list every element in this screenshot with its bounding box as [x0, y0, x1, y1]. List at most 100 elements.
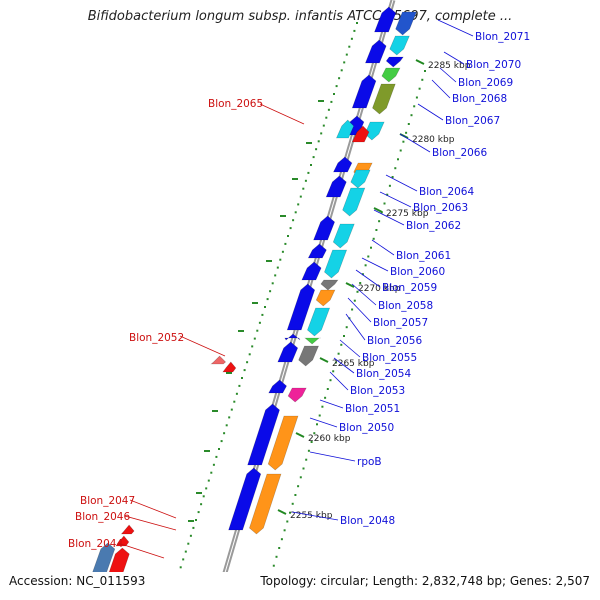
right-gene-label: Blon_2054	[356, 368, 411, 380]
skew-dot	[413, 105, 416, 108]
right-leader-line	[333, 357, 355, 374]
gc-dot	[325, 116, 328, 119]
gc-dot	[210, 471, 213, 474]
right-leader-line	[351, 283, 377, 306]
right-gene-label: Blon_2067	[445, 115, 500, 127]
left-gene-label: Blon_2065	[208, 98, 263, 110]
right-gene-label: Blon_2069	[458, 77, 513, 89]
gc-dot	[279, 258, 282, 261]
skew-dot	[313, 432, 316, 435]
left-leader-line	[179, 335, 226, 357]
gc-dot	[289, 227, 292, 230]
forward-gene	[301, 261, 322, 281]
skew-dot	[291, 502, 294, 505]
gc-dot	[320, 132, 323, 135]
right-leader-line	[355, 269, 381, 288]
gc-dot	[256, 329, 259, 332]
reverse-gene	[249, 473, 282, 535]
tick-mark	[295, 432, 305, 438]
gc-dot	[299, 195, 302, 198]
skew-dot	[326, 388, 329, 390]
right-leader-line	[437, 19, 474, 37]
reverse-gene	[315, 289, 336, 307]
right-gene-label: Blon_2068	[452, 93, 507, 105]
reverse-gene	[342, 187, 366, 217]
tick-label: 2280 kbp	[412, 135, 455, 145]
gc-dot	[287, 235, 289, 237]
gc-dot	[343, 61, 346, 64]
gc-dot	[261, 313, 264, 316]
gc-dash	[280, 215, 286, 217]
right-leader-line	[399, 133, 431, 153]
reverse-gene	[324, 249, 348, 279]
skew-dot	[286, 520, 289, 523]
gc-dash	[196, 492, 202, 494]
skew-dot	[280, 538, 283, 541]
reverse-gene	[304, 337, 321, 345]
forward-gene	[325, 175, 347, 198]
gc-dot	[322, 124, 325, 127]
left-leader-line	[124, 515, 177, 531]
tick-mark	[319, 357, 329, 363]
skew-dot	[316, 423, 318, 426]
gc-dash	[226, 372, 232, 374]
skew-dot	[405, 131, 408, 134]
right-gene-label: Blon_2058	[378, 300, 433, 312]
forward-gene	[228, 467, 262, 531]
right-gene-label: Blon_2061	[396, 250, 451, 262]
gene-layer	[92, 6, 417, 572]
gene-2044-a	[92, 542, 116, 572]
skew-dot	[337, 352, 340, 355]
right-gene-label: Blon_2060	[390, 266, 445, 278]
gc-dash	[292, 178, 298, 180]
skew-dot	[410, 114, 413, 117]
tick-label: 2265 kbp	[332, 359, 375, 369]
gc-dot	[218, 448, 220, 450]
skew-dot	[294, 494, 297, 496]
gene-2052-a	[210, 355, 227, 365]
tick-mark	[277, 509, 287, 515]
left-gene-label: Blon_2046	[75, 511, 130, 523]
gc-dot	[215, 455, 218, 458]
forward-gene	[313, 215, 335, 241]
reverse-gene	[298, 345, 319, 367]
right-leader-line	[385, 174, 418, 192]
gc-dot	[189, 534, 192, 537]
right-gene-label: Blon_2057	[373, 317, 428, 329]
reverse-gene	[350, 169, 371, 189]
skew-dot	[386, 193, 389, 196]
reverse-gene	[395, 11, 417, 36]
skew-dot	[343, 335, 345, 337]
right-leader-line	[417, 103, 444, 121]
skew-dot	[415, 96, 418, 99]
forward-gene	[333, 156, 353, 173]
forward-gene	[284, 333, 301, 341]
right-gene-label: Blon_2062	[406, 220, 461, 232]
gc-dot	[266, 298, 269, 301]
right-leader-line	[309, 417, 338, 428]
gc-dot	[187, 542, 190, 545]
gc-dot	[307, 171, 310, 174]
skew-dot	[375, 229, 378, 231]
skew-dot	[275, 555, 278, 558]
gc-dot	[241, 377, 243, 379]
gc-dot	[238, 384, 241, 387]
left-leader-line	[129, 499, 177, 519]
right-gene-label: Blon_2050	[339, 422, 394, 434]
gc-dot	[345, 53, 348, 56]
right-leader-line	[319, 399, 344, 409]
right-leader-line	[431, 79, 451, 99]
tick-label: 2275 kbp	[386, 209, 429, 219]
tick-label: 2255 kbp	[290, 511, 333, 521]
genome-map[interactable]: 2285 kbp 2280 kbp 2275 kbp 2270 kbp 2265 kbp…	[0, 0, 600, 572]
skew-dot	[332, 370, 335, 373]
gc-dot	[264, 306, 266, 308]
skew-dot	[334, 361, 337, 364]
forward-gene	[351, 74, 377, 109]
right-leader-line	[347, 297, 372, 323]
tick-mark	[415, 59, 425, 65]
left-gene-label: Blon_2044	[68, 538, 123, 550]
gene-2044	[108, 547, 130, 572]
gc-dot	[353, 29, 356, 32]
gc-dot	[297, 203, 300, 206]
